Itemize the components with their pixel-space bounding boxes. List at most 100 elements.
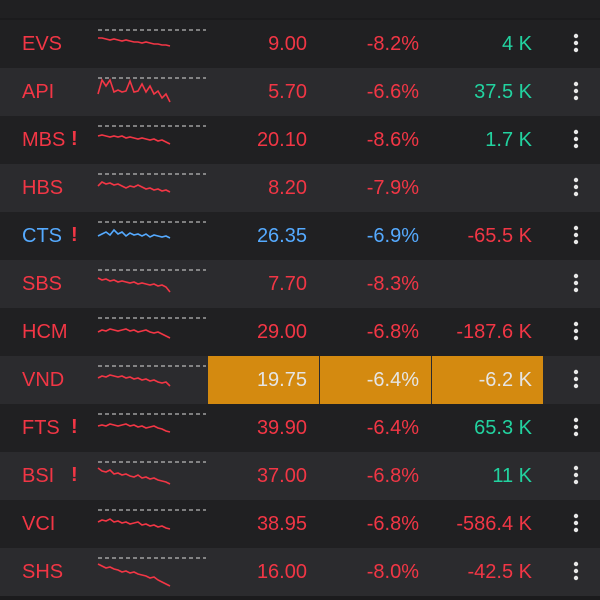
sparkline-svg (97, 509, 206, 530)
table-row[interactable]: API 5.70 -6.6% 37.5 K (0, 68, 600, 116)
price-line (98, 37, 171, 47)
table-row[interactable]: FTS! 39.90 -6.4% 65.3 K (0, 404, 600, 452)
percent-change[interactable]: -6.8% (366, 513, 419, 535)
sparkline-svg (97, 461, 206, 485)
sparkline-chart (96, 266, 208, 300)
ticker-symbol[interactable]: HBS (22, 177, 64, 199)
last-price[interactable]: 5.70 (268, 81, 307, 103)
sparkline-chart (96, 26, 208, 60)
net-volume[interactable] (432, 260, 532, 308)
percent-change[interactable]: -6.8% (366, 465, 419, 487)
net-volume[interactable]: 1.7 K (485, 129, 532, 151)
sparkline-chart (96, 74, 208, 108)
table-row[interactable]: SBS 7.70 -8.3% (0, 260, 600, 308)
ticker-symbol[interactable]: BSI (22, 465, 55, 487)
price-line (97, 328, 171, 339)
table-row[interactable]: SHS 16.00 -8.0% -42.5 K (0, 548, 600, 596)
ticker-symbol[interactable]: HCM (22, 321, 68, 343)
last-price[interactable]: 37.00 (256, 465, 307, 487)
more-options-icon[interactable] (566, 212, 586, 260)
percent-change[interactable]: -6.4% (366, 369, 419, 391)
last-price[interactable]: 39.90 (256, 417, 307, 439)
percent-change[interactable]: -7.9% (366, 177, 419, 199)
last-price[interactable]: 9.00 (268, 33, 307, 55)
table-row[interactable]: BSI! 37.00 -6.8% 11 K (0, 452, 600, 500)
net-volume[interactable]: 65.3 K (474, 417, 532, 439)
table-row[interactable]: VCI 38.95 -6.8% -586.4 K (0, 500, 600, 548)
last-price[interactable]: 38.95 (256, 513, 307, 535)
sparkline-svg (97, 173, 206, 193)
more-options-icon[interactable] (566, 20, 586, 68)
last-price[interactable]: 8.20 (268, 177, 307, 199)
net-volume[interactable]: -65.5 K (467, 225, 532, 247)
more-options-icon[interactable] (566, 68, 586, 116)
sparkline-chart (96, 506, 208, 540)
price-line (97, 423, 171, 433)
net-volume[interactable]: -6.2 K (478, 369, 532, 391)
sparkline-chart (96, 458, 208, 492)
more-options-icon[interactable] (566, 548, 586, 596)
table-row[interactable]: CTS! 26.35 -6.9% -65.5 K (0, 212, 600, 260)
sparkline-svg (97, 413, 206, 433)
ticker-symbol[interactable]: EVS (22, 33, 63, 55)
price-line (97, 374, 171, 387)
percent-change[interactable]: -8.3% (366, 273, 419, 295)
net-volume[interactable]: -42.5 K (467, 561, 532, 583)
percent-change[interactable]: -6.8% (366, 321, 419, 343)
percent-change[interactable]: -8.6% (366, 129, 419, 151)
net-volume[interactable] (432, 164, 532, 212)
last-price[interactable]: 19.75 (256, 369, 307, 391)
table-row[interactable]: HCM 29.00 -6.8% -187.6 K (0, 308, 600, 356)
more-options-icon[interactable] (566, 260, 586, 308)
sparkline-svg (97, 77, 206, 103)
sparkline-svg (97, 365, 206, 387)
ticker-symbol[interactable]: SBS (22, 273, 63, 295)
more-options-icon[interactable] (566, 404, 586, 452)
ticker-symbol[interactable]: VCI (22, 513, 56, 535)
net-volume[interactable]: 4 K (501, 33, 532, 55)
last-price[interactable]: 16.00 (256, 561, 307, 583)
percent-change[interactable]: -8.0% (366, 561, 419, 583)
table-row[interactable]: MBS! 20.10 -8.6% 1.7 K (0, 116, 600, 164)
ticker-symbol[interactable]: CTS (22, 225, 62, 247)
more-options-icon[interactable] (566, 116, 586, 164)
net-volume[interactable]: 37.5 K (474, 81, 532, 103)
price-line (97, 277, 171, 293)
sparkline-svg (97, 125, 206, 145)
sparkline-chart (96, 218, 208, 252)
price-line (97, 467, 171, 485)
net-volume[interactable]: -586.4 K (456, 513, 532, 535)
price-line (97, 181, 171, 193)
net-volume[interactable]: 11 K (492, 465, 532, 487)
last-price[interactable]: 7.70 (268, 273, 307, 295)
last-price[interactable]: 20.10 (256, 129, 307, 151)
sparkline-chart (96, 122, 208, 156)
table-row-partial[interactable] (0, 0, 600, 18)
percent-change[interactable]: -6.6% (366, 81, 419, 103)
more-options-icon[interactable] (566, 452, 586, 500)
ticker-symbol[interactable]: VND (22, 369, 65, 391)
net-volume[interactable]: -187.6 K (456, 321, 532, 343)
more-options-icon[interactable] (566, 164, 586, 212)
more-options-icon[interactable] (566, 356, 586, 404)
percent-change[interactable]: -8.2% (366, 33, 419, 55)
ticker-symbol[interactable]: API (22, 81, 55, 103)
more-options-icon[interactable] (566, 500, 586, 548)
sparkline-chart (96, 314, 208, 348)
more-options-icon[interactable] (566, 308, 586, 356)
sparkline-chart (96, 362, 208, 396)
price-line (97, 563, 171, 587)
ticker-symbol[interactable]: FTS (22, 417, 60, 439)
ticker-symbol[interactable]: SHS (22, 561, 64, 583)
ticker-symbol[interactable]: MBS (22, 129, 66, 151)
price-line (97, 518, 171, 530)
last-price[interactable]: 26.35 (256, 225, 307, 247)
table-row[interactable]: EVS 9.00 -8.2% 4 K (0, 20, 600, 68)
sparkline-chart (96, 170, 208, 204)
table-row[interactable]: HBS 8.20 -7.9% (0, 164, 600, 212)
price-line (97, 78, 171, 103)
last-price[interactable]: 29.00 (256, 321, 307, 343)
table-row[interactable]: VND 19.75 -6.4% -6.2 K (0, 356, 600, 404)
percent-change[interactable]: -6.9% (366, 225, 419, 247)
percent-change[interactable]: -6.4% (366, 417, 419, 439)
